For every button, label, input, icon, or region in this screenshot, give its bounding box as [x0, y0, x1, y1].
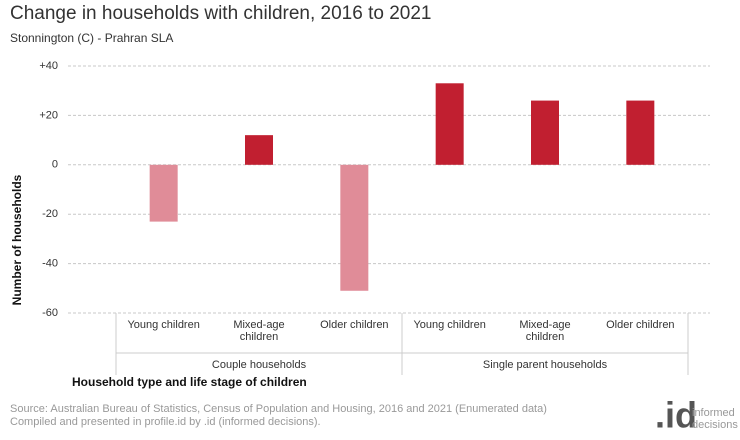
- bar: [340, 164, 369, 291]
- y-tick-label: -40: [42, 258, 58, 270]
- group-label: Single parent households: [483, 359, 608, 371]
- x-tick-label: Mixed-age children: [519, 319, 571, 343]
- x-tick-label: Young children: [127, 319, 200, 331]
- x-tick-label: Older children: [606, 319, 675, 331]
- y-tick-label: +20: [39, 109, 58, 121]
- y-tick-label: -20: [42, 208, 58, 220]
- y-tick-label: +40: [39, 60, 58, 72]
- chart-title: Change in households with children, 2016…: [10, 3, 431, 24]
- group-label: Couple households: [212, 359, 307, 371]
- source-line: Source: Australian Bureau of Statistics,…: [10, 403, 547, 415]
- chart-subtitle: Stonnington (C) - Prahran SLA: [10, 31, 173, 45]
- logo-text: informed decisions: [692, 407, 738, 431]
- bar: [149, 164, 178, 222]
- bar: [245, 135, 273, 165]
- x-tick-label: Mixed-age children: [233, 319, 285, 343]
- y-tick-label: -60: [42, 307, 58, 319]
- source-line: Compiled and presented in profile.id by …: [10, 416, 321, 428]
- x-axis-title: Household type and life stage of childre…: [72, 375, 307, 389]
- bar: [531, 100, 559, 165]
- y-axis-title: Number of households: [10, 174, 24, 305]
- x-tick-label: Older children: [320, 319, 389, 331]
- bar: [435, 83, 464, 165]
- y-tick-label: 0: [52, 159, 58, 171]
- bar: [626, 100, 655, 165]
- x-tick-label: Young children: [413, 319, 486, 331]
- logo-mark: .id: [655, 395, 697, 436]
